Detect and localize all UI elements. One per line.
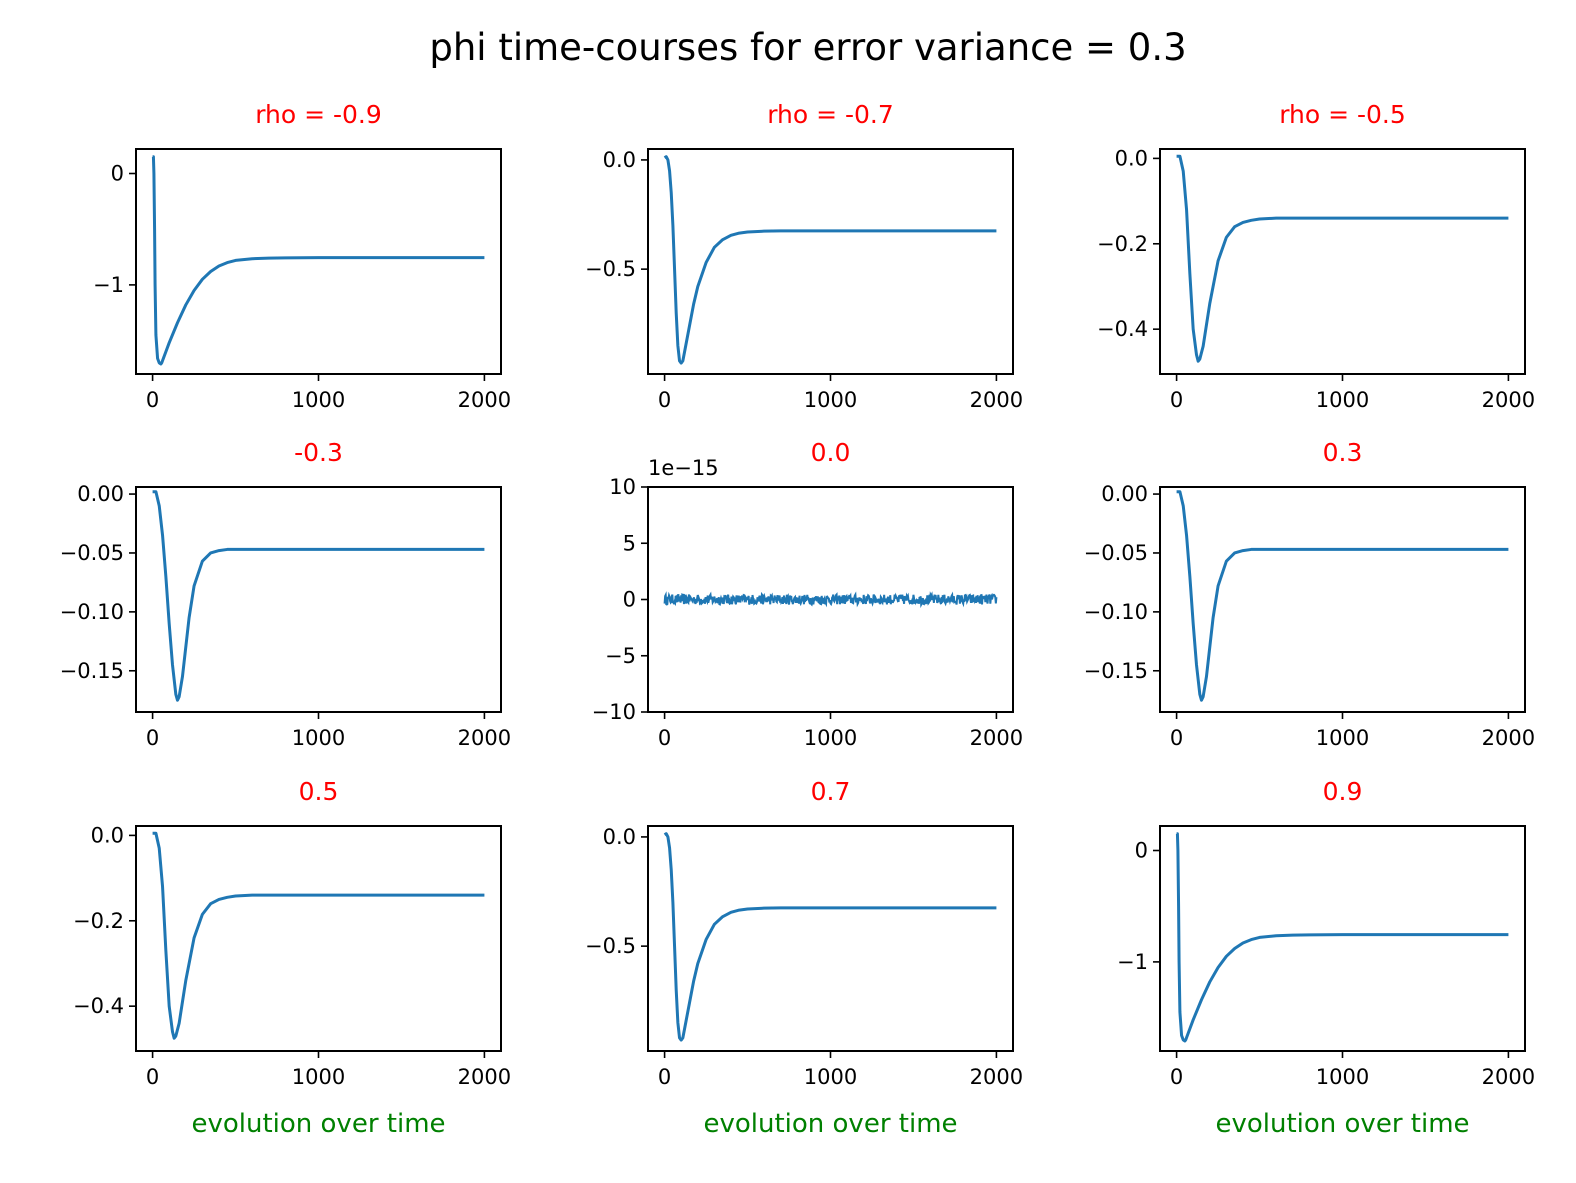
y-tick-label: −1 (93, 273, 124, 297)
subplot-title: 0.5 (299, 777, 339, 806)
x-tick-label: 2000 (1482, 388, 1535, 412)
series-line-1 (1176, 154, 1509, 363)
y-tick-label: −10 (592, 700, 636, 724)
series-line-noise (663, 591, 998, 609)
x-tick-label: 1000 (1316, 1065, 1369, 1089)
x-tick-label: 1000 (292, 1065, 345, 1089)
subplot-9: 0 1000 2000 0 −1 0.9 evolution over time (1117, 777, 1535, 1139)
y-tick-label: −0.5 (585, 934, 636, 958)
subplot-5: 0 1000 2000 10 5 0 −5 −10 1e−15 0.0 (592, 438, 1023, 750)
y-tick-label: −0.15 (1084, 659, 1148, 683)
x-tick-label: 1000 (804, 388, 857, 412)
subplot-title: rho = -0.9 (255, 100, 382, 129)
series-line-1 (151, 155, 485, 366)
series-line-1 (152, 831, 485, 1040)
x-tick-label: 2000 (458, 388, 511, 412)
subplot-8: 0 1000 2000 0.0 −0.5 0.7 evolution over time (585, 777, 1023, 1139)
y-tick-label: 0.0 (1115, 146, 1148, 170)
series-line-1 (152, 490, 485, 702)
y-tick-label: 0 (1135, 839, 1148, 863)
x-tick-label: 2000 (1482, 726, 1535, 750)
subplot-3: 0 1000 2000 0.0 −0.2 −0.4 rho = -0.5 (1097, 100, 1535, 412)
x-tick-label: 0 (1170, 388, 1183, 412)
plot-area (151, 155, 485, 366)
subplot-7: 0 1000 2000 0.0 −0.2 −0.4 0.5 evolution over ti… (73, 777, 511, 1139)
x-axis-label: evolution over time (191, 1109, 445, 1139)
x-tick-label: 0 (146, 1065, 159, 1089)
y-tick-label: 0.00 (1101, 482, 1148, 506)
x-tick-label: 0 (1170, 726, 1183, 750)
subplot-1: 0 1000 2000 0 −1 rho = -0.9 (93, 100, 511, 412)
x-tick-label: 2000 (458, 1065, 511, 1089)
y-tick-label: 0 (623, 588, 636, 612)
y-tick-label: −0.5 (585, 257, 636, 281)
x-tick-label: 0 (658, 726, 671, 750)
y-tick-label: 0.0 (603, 148, 636, 172)
subplot-6: 0 1000 2000 0.00 −0.05 −0.10 −0.15 0.3 (1084, 438, 1535, 750)
subplot-4: 0 1000 2000 0.00 −0.05 −0.10 −0.15 -0.3 (60, 438, 511, 750)
series-line-1 (663, 832, 997, 1042)
subplot-title: 0.9 (1323, 777, 1363, 806)
y-tick-label: −0.4 (1097, 317, 1148, 341)
plot-area (663, 591, 998, 609)
series-line-1 (1176, 490, 1509, 702)
y-tick-label: −0.15 (60, 659, 124, 683)
x-tick-label: 2000 (970, 726, 1023, 750)
y-tick-label: 5 (623, 531, 636, 555)
x-tick-label: 0 (1170, 1065, 1183, 1089)
x-tick-label: 2000 (970, 388, 1023, 412)
y-offset-label: 1e−15 (648, 456, 719, 480)
x-tick-label: 1000 (804, 1065, 857, 1089)
subplot-title: 0.0 (811, 438, 851, 467)
plot-area (663, 832, 997, 1042)
y-tick-label: 0.00 (77, 482, 124, 506)
y-tick-label: −1 (1117, 950, 1148, 974)
y-tick-label: 0.0 (603, 825, 636, 849)
x-tick-label: 1000 (1316, 726, 1369, 750)
plot-area (1176, 154, 1509, 363)
subplot-2: 0 1000 2000 0.0 −0.5 rho = -0.7 (585, 100, 1023, 412)
x-tick-label: 1000 (292, 726, 345, 750)
x-tick-label: 0 (658, 1065, 671, 1089)
plot-area (152, 831, 485, 1040)
figure-title: phi time-courses for error variance = 0.… (429, 26, 1186, 69)
x-tick-label: 2000 (1482, 1065, 1535, 1089)
series-line-1 (663, 155, 997, 365)
y-tick-label: 0.0 (91, 823, 124, 847)
plot-area (1175, 832, 1509, 1043)
x-tick-label: 0 (658, 388, 671, 412)
x-tick-label: 1000 (804, 726, 857, 750)
subplot-title: rho = -0.5 (1279, 100, 1406, 129)
y-tick-label: 10 (609, 475, 636, 499)
x-axis-label: evolution over time (703, 1109, 957, 1139)
x-tick-label: 2000 (970, 1065, 1023, 1089)
x-tick-label: 0 (146, 726, 159, 750)
subplot-title: rho = -0.7 (767, 100, 894, 129)
x-tick-label: 2000 (458, 726, 511, 750)
y-tick-label: −0.10 (1084, 600, 1148, 624)
y-tick-label: −0.05 (1084, 541, 1148, 565)
subplot-title: -0.3 (294, 438, 343, 467)
y-tick-label: −0.2 (73, 909, 124, 933)
x-tick-label: 1000 (1316, 388, 1369, 412)
subplot-title: 0.3 (1323, 438, 1363, 467)
series-line-1 (1175, 832, 1509, 1043)
y-tick-label: −0.4 (73, 994, 124, 1018)
plot-area (152, 490, 485, 702)
plot-area (663, 155, 997, 365)
subplot-title: 0.7 (811, 777, 851, 806)
y-tick-label: −0.05 (60, 541, 124, 565)
y-tick-label: −5 (605, 644, 636, 668)
x-tick-label: 1000 (292, 388, 345, 412)
x-tick-label: 0 (146, 388, 159, 412)
y-tick-label: −0.2 (1097, 232, 1148, 256)
y-tick-label: −0.10 (60, 600, 124, 624)
plot-area (1176, 490, 1509, 702)
x-axis-label: evolution over time (1215, 1109, 1469, 1139)
y-tick-label: 0 (111, 162, 124, 186)
